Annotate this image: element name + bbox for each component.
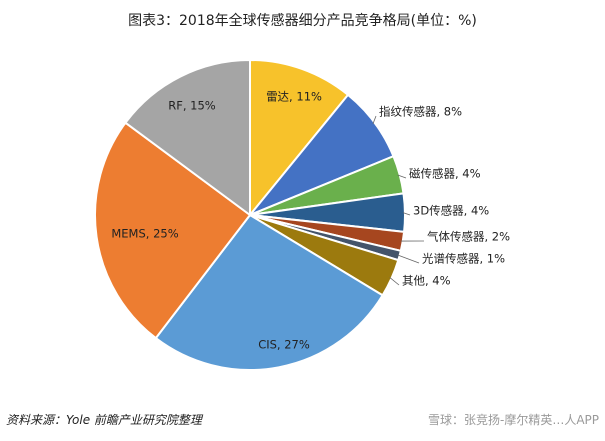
slice-label-6: 其他, 4% [402, 274, 451, 288]
slice-label-3: 3D传感器, 4% [413, 204, 489, 218]
slice-label-0: 雷达, 11% [266, 90, 322, 104]
slice-label-8: MEMS, 25% [111, 227, 178, 241]
source-note: 资料来源：Yole 前瞻产业研究院整理 [6, 411, 202, 428]
watermark-text: 雪球：张竞扬-摩尔精英…人APP [428, 411, 599, 428]
slice-label-5: 光谱传感器, 1% [422, 252, 505, 266]
slice-label-4: 气体传感器, 2% [427, 230, 510, 244]
slice-label-2: 磁传感器, 4% [409, 167, 481, 181]
pie-slices [95, 60, 405, 370]
pie-chart: 雷达, 11% 指纹传感器, 8% 磁传感器, 4% 3D传感器, 4% 气体传感器, … [0, 0, 605, 441]
slice-label-9: RF, 15% [168, 99, 216, 113]
slice-label-1: 指纹传感器, 8% [379, 105, 462, 119]
slice-label-7: CIS, 27% [258, 338, 310, 352]
leader-line-5 [398, 255, 419, 263]
